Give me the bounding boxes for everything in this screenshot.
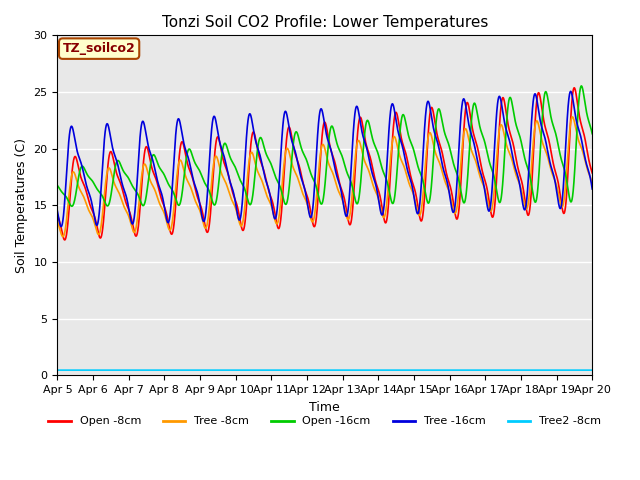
Tree -8cm xyxy=(59,234,67,240)
Line: Open -16cm: Open -16cm xyxy=(58,86,592,206)
Tree -16cm xyxy=(57,224,65,229)
Open -16cm xyxy=(538,127,545,132)
Title: Tonzi Soil CO2 Profile: Lower Temperatures: Tonzi Soil CO2 Profile: Lower Temperatur… xyxy=(162,15,488,30)
Tree -16cm xyxy=(377,210,385,216)
Tree -8cm xyxy=(588,180,596,186)
Line: Tree -8cm: Tree -8cm xyxy=(58,117,592,237)
Tree -16cm xyxy=(168,187,176,192)
Tree2 -8cm xyxy=(377,367,385,373)
Tree -16cm xyxy=(387,111,394,117)
Tree2 -8cm xyxy=(588,367,596,373)
Tree2 -8cm xyxy=(54,367,61,373)
Tree -16cm xyxy=(54,208,61,214)
Line: Open -8cm: Open -8cm xyxy=(58,88,592,240)
Tree -8cm xyxy=(54,218,61,224)
Tree -8cm xyxy=(588,180,596,185)
Open -8cm xyxy=(61,237,68,243)
Open -16cm xyxy=(377,161,385,167)
Open -8cm xyxy=(538,103,545,109)
Tree -8cm xyxy=(203,223,211,228)
Open -8cm xyxy=(387,174,394,180)
Open -16cm xyxy=(577,83,585,89)
Open -8cm xyxy=(588,169,596,175)
Tree -16cm xyxy=(567,88,575,94)
Tree -16cm xyxy=(203,198,211,204)
Open -16cm xyxy=(168,187,176,193)
Tree2 -8cm xyxy=(168,367,176,373)
Tree2 -8cm xyxy=(387,367,394,373)
Tree -16cm xyxy=(588,186,596,192)
Tree -8cm xyxy=(168,220,176,226)
Tree -8cm xyxy=(377,206,385,212)
Open -16cm xyxy=(54,182,61,188)
Tree -8cm xyxy=(387,158,394,164)
Open -16cm xyxy=(588,131,596,137)
Legend: Open -8cm, Tree -8cm, Open -16cm, Tree -16cm, Tree2 -8cm: Open -8cm, Tree -8cm, Open -16cm, Tree -… xyxy=(44,412,605,431)
Open -8cm xyxy=(588,170,596,176)
Open -8cm xyxy=(54,212,61,218)
Tree -8cm xyxy=(538,136,545,142)
Open -16cm xyxy=(68,204,76,209)
Open -8cm xyxy=(570,85,578,91)
Tree -8cm xyxy=(568,114,576,120)
Y-axis label: Soil Temperatures (C): Soil Temperatures (C) xyxy=(15,138,28,273)
Tree2 -8cm xyxy=(203,367,211,373)
Open -16cm xyxy=(203,184,211,190)
Open -16cm xyxy=(588,130,596,136)
Open -8cm xyxy=(377,198,385,204)
Tree2 -8cm xyxy=(538,367,545,373)
Open -16cm xyxy=(387,193,394,199)
Tree -16cm xyxy=(588,185,596,191)
Tree -16cm xyxy=(538,123,545,129)
Open -8cm xyxy=(203,229,211,235)
X-axis label: Time: Time xyxy=(309,400,340,413)
Open -8cm xyxy=(168,231,176,237)
Text: TZ_soilco2: TZ_soilco2 xyxy=(63,42,136,55)
Line: Tree -16cm: Tree -16cm xyxy=(58,91,592,227)
Tree2 -8cm xyxy=(588,367,596,373)
